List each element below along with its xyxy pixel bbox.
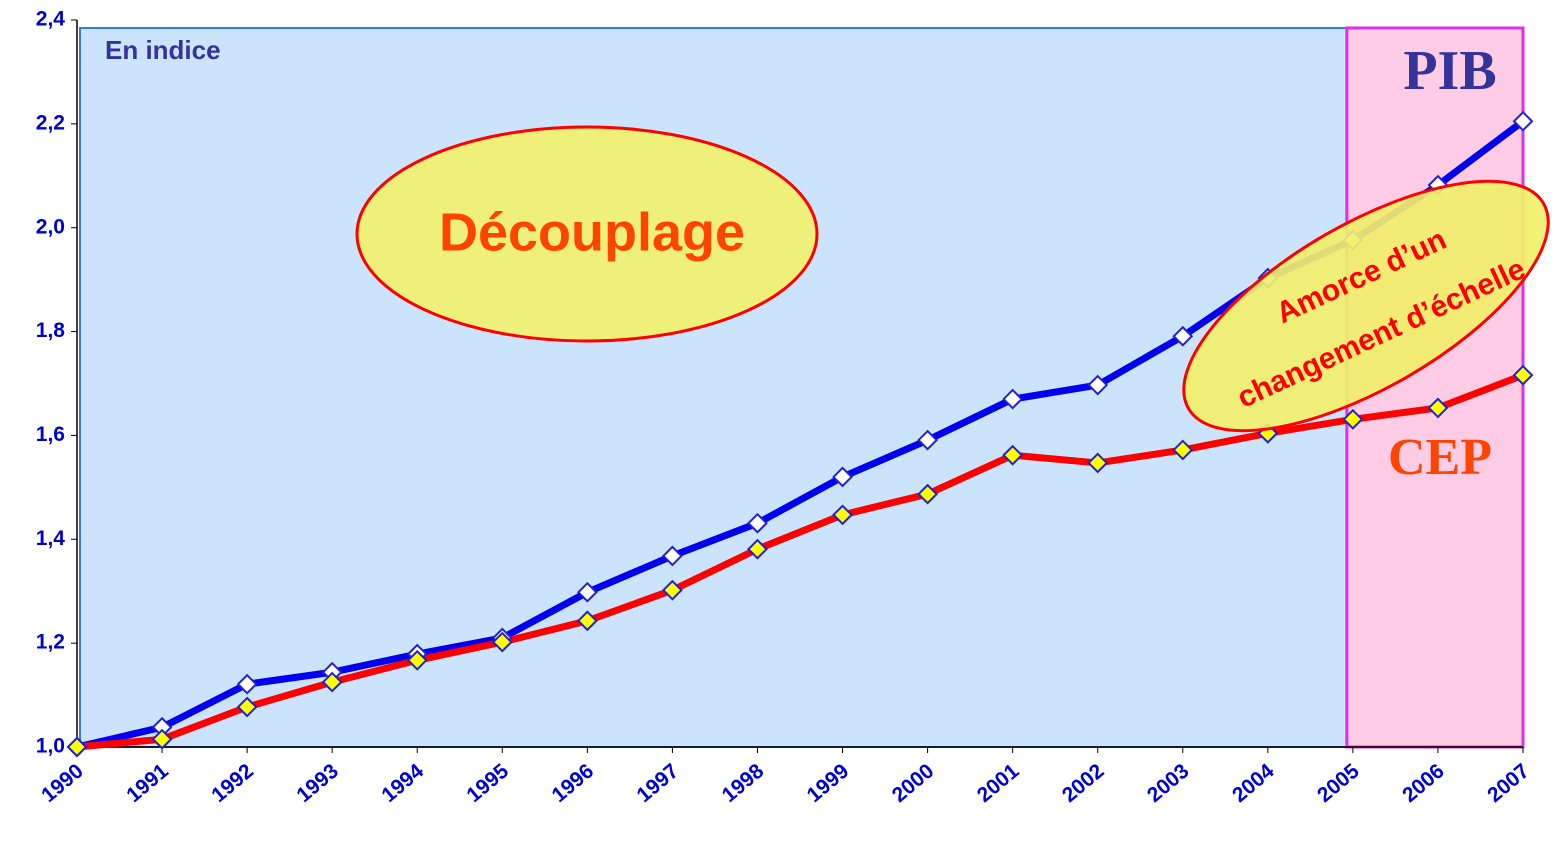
series-label: PIB — [1403, 40, 1496, 102]
annotation: Découplage — [439, 202, 745, 262]
marker — [661, 545, 683, 567]
marker — [576, 610, 598, 632]
marker — [151, 728, 173, 750]
x-tick-label: 1990 — [37, 759, 88, 807]
marker — [1002, 388, 1024, 410]
marker — [236, 673, 258, 695]
y-tick-label: 2,2 — [36, 111, 65, 134]
marker — [576, 581, 598, 603]
marker — [1512, 364, 1534, 386]
marker — [832, 466, 853, 488]
x-tick-label: 1991 — [122, 759, 173, 807]
x-tick-label: 2000 — [888, 759, 939, 807]
series-label: CEP — [1388, 429, 1492, 486]
y-tick-label: 2,4 — [36, 8, 66, 31]
x-tick-label: 1995 — [463, 759, 514, 807]
marker — [236, 696, 258, 718]
marker — [1172, 439, 1194, 461]
x-tick-label: 1998 — [718, 759, 769, 807]
x-tick-label: 2002 — [1058, 759, 1109, 807]
marker — [1087, 374, 1109, 396]
x-tick-label: 1993 — [292, 759, 343, 807]
callout-ellipse — [355, 125, 819, 343]
series-line — [76, 371, 1525, 751]
x-tick-label: 1994 — [377, 759, 428, 807]
x-tick-label: 1997 — [633, 759, 684, 807]
x-tick-label: 1999 — [803, 759, 854, 807]
x-tick-label: 2003 — [1143, 759, 1194, 807]
region-blue — [79, 27, 1348, 748]
x-tick-label: 2006 — [1398, 759, 1449, 807]
marker — [1087, 452, 1109, 474]
x-tick-label: 2005 — [1313, 759, 1364, 807]
y-tick-label: 2,0 — [36, 215, 65, 238]
x-tick-label: 2004 — [1228, 759, 1279, 807]
marker — [406, 649, 428, 671]
y-tick-label: 1,0 — [36, 735, 65, 758]
marker — [1427, 397, 1449, 419]
marker — [747, 538, 768, 560]
marker — [66, 736, 88, 758]
marker — [1002, 444, 1024, 466]
marker — [917, 429, 939, 451]
marker — [491, 631, 513, 653]
marker — [917, 483, 939, 505]
x-tick-label: 2001 — [973, 759, 1024, 807]
y-tick-label: 1,6 — [36, 423, 65, 446]
y-tick-label: 1,2 — [36, 631, 65, 654]
marker — [661, 579, 683, 601]
marker — [321, 671, 343, 693]
marker — [747, 512, 768, 534]
y-tick-label: 1,4 — [36, 527, 66, 550]
marker — [832, 504, 853, 526]
marker — [1512, 110, 1534, 132]
y-tick-label: 1,8 — [36, 319, 66, 342]
marker — [1172, 325, 1194, 347]
marker — [1342, 408, 1364, 430]
x-tick-label: 2007 — [1483, 759, 1534, 807]
x-tick-label: 1992 — [207, 759, 258, 807]
x-tick-label: 1996 — [548, 759, 599, 807]
annotation: En indice — [105, 35, 221, 65]
callout-ellipse — [1182, 179, 1550, 433]
